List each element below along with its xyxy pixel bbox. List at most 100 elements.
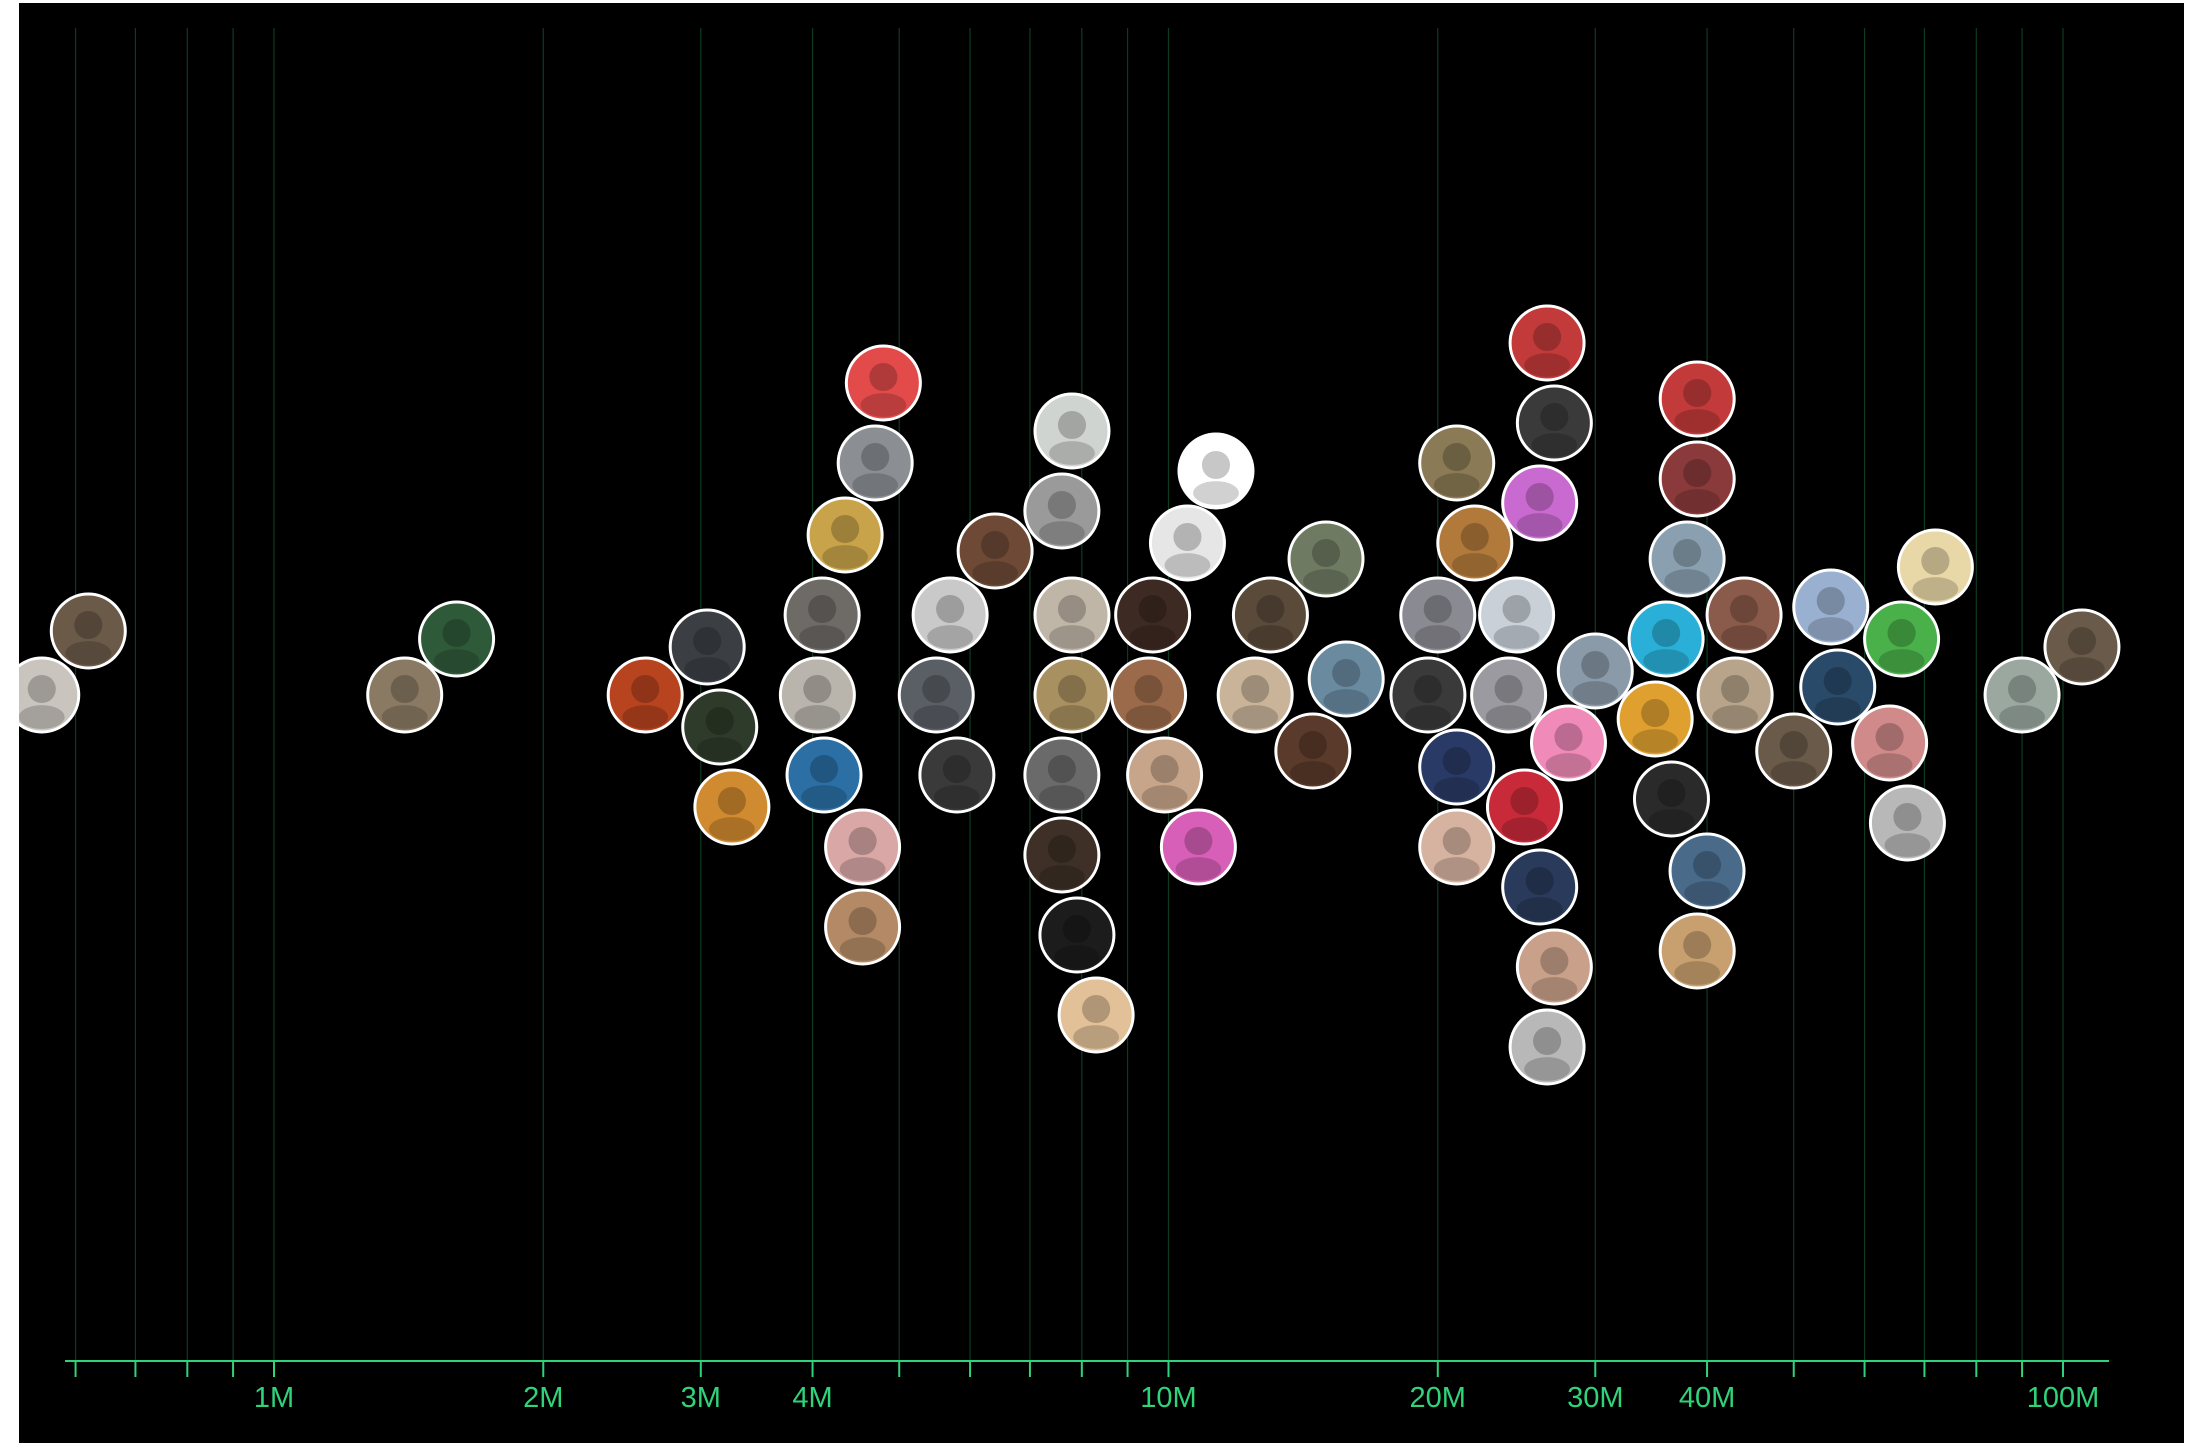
artist-avatar[interactable] bbox=[1418, 808, 1496, 886]
artist-avatar[interactable] bbox=[1627, 600, 1705, 678]
artist-avatar[interactable] bbox=[1755, 712, 1833, 790]
artist-avatar[interactable] bbox=[19, 656, 81, 734]
artist-avatar[interactable] bbox=[1616, 680, 1694, 758]
artist-avatar[interactable] bbox=[1148, 504, 1226, 582]
artist-point[interactable] bbox=[366, 656, 444, 734]
artist-point[interactable] bbox=[49, 592, 127, 670]
artist-avatar[interactable] bbox=[1159, 808, 1237, 886]
artist-point[interactable] bbox=[1863, 600, 1941, 678]
artist-avatar[interactable] bbox=[836, 424, 914, 502]
artist-point[interactable] bbox=[1529, 704, 1607, 782]
artist-point[interactable] bbox=[1418, 808, 1496, 886]
artist-avatar[interactable] bbox=[1485, 768, 1563, 846]
artist-point[interactable] bbox=[1231, 576, 1309, 654]
artist-point[interactable] bbox=[1658, 912, 1736, 990]
artist-point[interactable] bbox=[1799, 648, 1877, 726]
artist-point[interactable] bbox=[844, 344, 922, 422]
artist-avatar[interactable] bbox=[1436, 504, 1514, 582]
artist-point[interactable] bbox=[1627, 600, 1705, 678]
artist-point[interactable] bbox=[1515, 384, 1593, 462]
artist-avatar[interactable] bbox=[1418, 728, 1496, 806]
artist-point[interactable] bbox=[1501, 464, 1579, 542]
artist-avatar[interactable] bbox=[1799, 648, 1877, 726]
artist-point[interactable] bbox=[836, 424, 914, 502]
artist-avatar[interactable] bbox=[1501, 848, 1579, 926]
artist-avatar[interactable] bbox=[1508, 304, 1586, 382]
artist-avatar[interactable] bbox=[1418, 424, 1496, 502]
artist-avatar[interactable] bbox=[1648, 520, 1726, 598]
artist-point[interactable] bbox=[1038, 896, 1116, 974]
artist-avatar[interactable] bbox=[911, 576, 989, 654]
artist-point[interactable] bbox=[1616, 680, 1694, 758]
artist-point[interactable] bbox=[778, 656, 856, 734]
artist-avatar[interactable] bbox=[806, 496, 884, 574]
artist-avatar[interactable] bbox=[1696, 656, 1774, 734]
artist-point[interactable] bbox=[785, 736, 863, 814]
artist-avatar[interactable] bbox=[897, 656, 975, 734]
artist-avatar[interactable] bbox=[824, 888, 902, 966]
artist-avatar[interactable] bbox=[1705, 576, 1783, 654]
artist-point[interactable] bbox=[1658, 440, 1736, 518]
artist-point[interactable] bbox=[783, 576, 861, 654]
artist-point[interactable] bbox=[1023, 816, 1101, 894]
artist-point[interactable] bbox=[806, 496, 884, 574]
artist-avatar[interactable] bbox=[1126, 736, 1204, 814]
artist-avatar[interactable] bbox=[1399, 576, 1477, 654]
artist-avatar[interactable] bbox=[1114, 576, 1192, 654]
artist-avatar[interactable] bbox=[1038, 896, 1116, 974]
artist-avatar[interactable] bbox=[1868, 784, 1946, 862]
artist-point[interactable] bbox=[1033, 656, 1111, 734]
artist-avatar[interactable] bbox=[1023, 736, 1101, 814]
artist-avatar[interactable] bbox=[693, 768, 771, 846]
artist-point[interactable] bbox=[1023, 736, 1101, 814]
artist-point[interactable] bbox=[1418, 424, 1496, 502]
artist-avatar[interactable] bbox=[1658, 912, 1736, 990]
artist-avatar[interactable] bbox=[1658, 440, 1736, 518]
artist-avatar[interactable] bbox=[1556, 632, 1634, 710]
artist-point[interactable] bbox=[1418, 728, 1496, 806]
artist-point[interactable] bbox=[1216, 656, 1294, 734]
artist-avatar[interactable] bbox=[1216, 656, 1294, 734]
artist-avatar[interactable] bbox=[1033, 576, 1111, 654]
artist-point[interactable] bbox=[1399, 576, 1477, 654]
artist-point[interactable] bbox=[693, 768, 771, 846]
artist-point[interactable] bbox=[1159, 808, 1237, 886]
artist-point[interactable] bbox=[1177, 432, 1255, 510]
artist-point[interactable] bbox=[1696, 656, 1774, 734]
artist-point[interactable] bbox=[897, 656, 975, 734]
artist-avatar[interactable] bbox=[1515, 384, 1593, 462]
artist-avatar[interactable] bbox=[956, 512, 1034, 590]
artist-point[interactable] bbox=[2043, 608, 2121, 686]
artist-point[interactable] bbox=[1896, 528, 1974, 606]
artist-point[interactable] bbox=[1868, 784, 1946, 862]
artist-point[interactable] bbox=[19, 656, 81, 734]
artist-point[interactable] bbox=[1110, 656, 1188, 734]
artist-avatar[interactable] bbox=[918, 736, 996, 814]
artist-point[interactable] bbox=[1023, 472, 1101, 550]
artist-avatar[interactable] bbox=[1896, 528, 1974, 606]
artist-avatar[interactable] bbox=[668, 608, 746, 686]
artist-avatar[interactable] bbox=[1515, 928, 1593, 1006]
artist-avatar[interactable] bbox=[1529, 704, 1607, 782]
artist-point[interactable] bbox=[606, 656, 684, 734]
artist-avatar[interactable] bbox=[1389, 656, 1467, 734]
artist-avatar[interactable] bbox=[1110, 656, 1188, 734]
artist-point[interactable] bbox=[1478, 576, 1556, 654]
artist-point[interactable] bbox=[1436, 504, 1514, 582]
artist-avatar[interactable] bbox=[1470, 656, 1548, 734]
artist-avatar[interactable] bbox=[1023, 816, 1101, 894]
artist-avatar[interactable] bbox=[1307, 640, 1385, 718]
artist-point[interactable] bbox=[1705, 576, 1783, 654]
artist-point[interactable] bbox=[1274, 712, 1352, 790]
artist-point[interactable] bbox=[681, 688, 759, 766]
artist-avatar[interactable] bbox=[1501, 464, 1579, 542]
artist-avatar[interactable] bbox=[783, 576, 861, 654]
artist-avatar[interactable] bbox=[2043, 608, 2121, 686]
artist-avatar[interactable] bbox=[1863, 600, 1941, 678]
artist-point[interactable] bbox=[911, 576, 989, 654]
artist-point[interactable] bbox=[1389, 656, 1467, 734]
artist-point[interactable] bbox=[1792, 568, 1870, 646]
artist-point[interactable] bbox=[824, 888, 902, 966]
artist-avatar[interactable] bbox=[1983, 656, 2061, 734]
artist-avatar[interactable] bbox=[1177, 432, 1255, 510]
